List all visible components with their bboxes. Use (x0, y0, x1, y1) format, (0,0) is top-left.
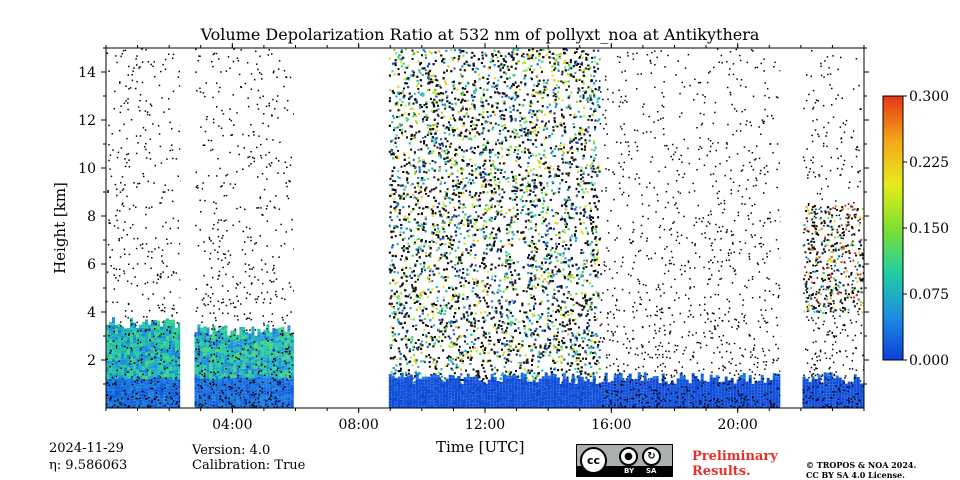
share-alike-icon: ↻ (642, 447, 661, 466)
heatmap-area (106, 48, 864, 408)
data-gap (780, 48, 803, 408)
colorbar-tick-label: 0.075 (909, 287, 949, 303)
colorbar-tick-label: 0.300 (909, 89, 949, 105)
y-tick-label: 8 (87, 209, 96, 225)
colorbar-gradient (882, 95, 904, 361)
region-boundary-layer (388, 372, 864, 408)
y-tick-label: 10 (78, 161, 96, 177)
version-label: Version: 4.0 (192, 443, 271, 458)
data-gap (180, 48, 195, 408)
x-tick-label: 04:00 (212, 417, 252, 433)
colorbar-tick-label: 0.225 (909, 155, 949, 171)
by-label: BY (624, 467, 635, 475)
copyright-line-1: © TROPOS & NOA 2024. (806, 460, 917, 470)
cc-license-badge: cc ● ↻ BY SA (576, 444, 673, 477)
x-tick-label: 12:00 (465, 417, 505, 433)
x-tick-label: 08:00 (338, 417, 378, 433)
noise-speckle (106, 48, 864, 408)
preliminary-line-1: Preliminary (692, 449, 778, 464)
cc-icon: cc (580, 447, 607, 474)
data-gaps (180, 48, 803, 408)
x-tick-label: 16:00 (591, 417, 631, 433)
copyright-line-2: CC BY SA 4.0 License. (806, 470, 905, 480)
date-label: 2024-11-29 (49, 441, 124, 456)
heatmap-cells (106, 48, 864, 408)
region-noisy-daytime (388, 48, 601, 408)
y-tick-label: 4 (87, 305, 96, 321)
person-icon: ● (619, 447, 638, 466)
calibration-label: Calibration: True (192, 458, 306, 473)
data-gap (293, 48, 389, 408)
y-tick-label: 14 (78, 65, 96, 81)
y-tick-label: 2 (87, 353, 96, 369)
y-axis-label: Height [km] (51, 182, 69, 274)
y-axis: 2 4 6 8 10 12 14 (78, 47, 869, 385)
eta-label: η: 9.586063 (49, 458, 128, 473)
colorbar-tick-label: 0.150 (909, 221, 949, 237)
x-axis: 04:00 08:00 12:00 16:00 20:00 (105, 43, 865, 433)
sa-label: SA (646, 467, 657, 475)
x-axis-label: Time [UTC] (436, 438, 525, 456)
preliminary-line-2: Results. (692, 464, 751, 479)
region-lofted-particles (802, 204, 864, 314)
region-aerosol-layer (194, 324, 297, 408)
y-tick-label: 12 (78, 113, 96, 129)
colorbar-tick-label: 0.000 (909, 353, 949, 369)
colorbar: 0.000 0.075 0.150 0.225 0.300 (882, 89, 949, 369)
y-tick-label: 6 (87, 257, 96, 273)
badge-strip (577, 466, 672, 476)
chart-title: Volume Depolarization Ratio at 532 nm of… (200, 25, 760, 44)
x-tick-label: 20:00 (717, 417, 757, 433)
